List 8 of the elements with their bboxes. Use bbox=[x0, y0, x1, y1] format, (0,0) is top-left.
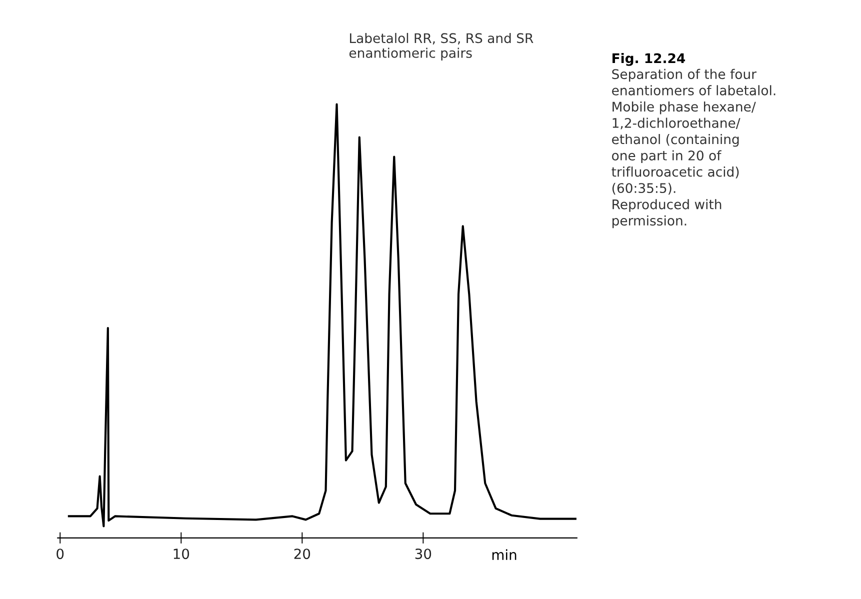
x-tick-label: 30 bbox=[415, 548, 432, 560]
x-tick-label: 10 bbox=[174, 548, 190, 560]
text: Fig. 12.24 bbox=[612, 53, 686, 66]
x-axis-title: min bbox=[492, 549, 516, 560]
text: Separation of the four enantiomers of labetalol. Mobile phase hexane/ 1,2-dichloroethane/ ethanol (containing one part in 20 of trifluoroacetic acid) (60:35:5). Reproduced with permission. bbox=[612, 68, 776, 228]
text: Labetalol RR, SS, RS and SR enantiomeric pairs bbox=[349, 32, 534, 60]
x-tick-label: 0 bbox=[56, 548, 64, 560]
x-tick-label: 20 bbox=[294, 548, 310, 560]
